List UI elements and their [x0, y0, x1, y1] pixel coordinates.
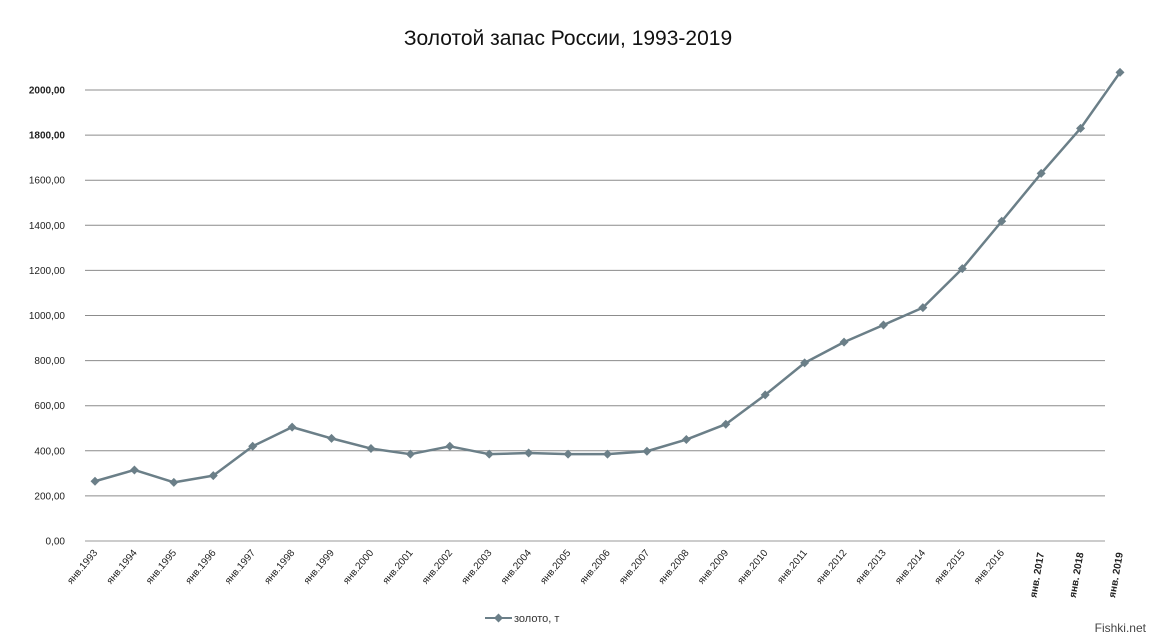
legend-marker	[494, 613, 503, 623]
y-tick-label: 0,00	[46, 537, 66, 548]
x-tick-label: янв.1996	[184, 548, 219, 587]
data-point	[603, 449, 612, 459]
y-tick-label: 2000,00	[29, 86, 66, 97]
data-point	[169, 477, 179, 487]
data-point	[997, 216, 1007, 226]
series-layer	[90, 67, 1125, 487]
y-axis: 0,00 200,00 400,00 600,00 800,00 1000,00 1200,…	[29, 86, 66, 548]
x-tick-label: янв.1995	[144, 548, 179, 587]
legend: золото, т	[485, 613, 559, 625]
y-tick-label: 1200,00	[29, 266, 66, 277]
data-point	[445, 441, 455, 451]
data-point	[524, 448, 534, 458]
chart-title: Золотой запас России, 1993-2019	[404, 27, 732, 50]
data-point	[642, 446, 652, 456]
x-tick-label: янв.1997	[223, 548, 258, 587]
data-point	[800, 358, 810, 368]
x-tick-label: янв.2002	[420, 548, 455, 587]
data-point	[405, 449, 415, 459]
x-tick-label: янв.1998	[262, 548, 297, 587]
data-point	[1036, 168, 1046, 178]
data-point	[90, 476, 100, 486]
x-tick-label: янв.2016	[972, 548, 1007, 587]
legend-label: золото, т	[514, 613, 559, 625]
x-tick-label: янв.1999	[302, 548, 337, 587]
x-tick-label: янв.2004	[499, 548, 534, 587]
x-tick-label: янв.2006	[578, 548, 613, 587]
x-tick-label: янв. 2019	[1107, 551, 1126, 598]
x-tick-label: янв.2003	[460, 548, 495, 587]
y-tick-label: 600,00	[34, 401, 65, 412]
data-point	[918, 303, 928, 313]
x-tick-label: янв.2011	[775, 548, 810, 586]
y-tick-label: 400,00	[34, 446, 65, 457]
data-point	[208, 471, 218, 481]
data-point	[1115, 67, 1125, 77]
x-tick-label: янв.2000	[341, 548, 376, 587]
y-tick-label: 1400,00	[29, 221, 66, 232]
series-line	[94, 71, 1122, 484]
x-tick-label: янв.2007	[617, 548, 652, 587]
x-tick-label: янв.2005	[538, 548, 573, 587]
x-tick-label: янв. 2018	[1068, 551, 1087, 598]
x-axis: янв.1993 янв.1994 янв.1995 янв.1996 янв.1997…	[65, 548, 1126, 599]
x-tick-label: янв.2008	[657, 548, 692, 587]
data-point	[129, 465, 139, 475]
x-tick-label: янв. 2017	[1028, 551, 1047, 598]
y-tick-label: 200,00	[34, 491, 65, 502]
y-tick-label: 1000,00	[29, 311, 66, 322]
data-point	[287, 422, 297, 432]
data-point	[366, 444, 376, 454]
data-point	[327, 433, 337, 443]
x-tick-label: янв.2015	[933, 548, 968, 587]
data-point	[878, 320, 888, 330]
data-point	[248, 441, 258, 451]
data-point	[721, 419, 731, 429]
y-tick-label: 1800,00	[29, 131, 66, 142]
data-point	[563, 449, 573, 459]
x-tick-label: янв.2009	[696, 548, 731, 587]
data-point	[681, 435, 691, 445]
x-tick-label: янв.2013	[854, 548, 889, 587]
data-point	[484, 449, 494, 459]
x-tick-label: янв.1994	[105, 548, 140, 587]
x-tick-label: янв.2001	[381, 548, 416, 587]
x-tick-label: янв.2012	[814, 548, 849, 587]
y-tick-label: 800,00	[34, 356, 65, 367]
data-point	[839, 337, 849, 347]
x-tick-label: янв.2010	[736, 548, 771, 587]
x-tick-label: янв.1993	[65, 548, 100, 587]
watermark: Fishki.net	[1095, 621, 1147, 635]
grid-lines	[85, 89, 1105, 542]
data-point	[957, 264, 967, 274]
x-tick-label: янв.2014	[893, 548, 928, 587]
data-point	[1076, 123, 1086, 133]
y-tick-label: 1600,00	[29, 176, 66, 187]
data-point	[760, 390, 770, 400]
